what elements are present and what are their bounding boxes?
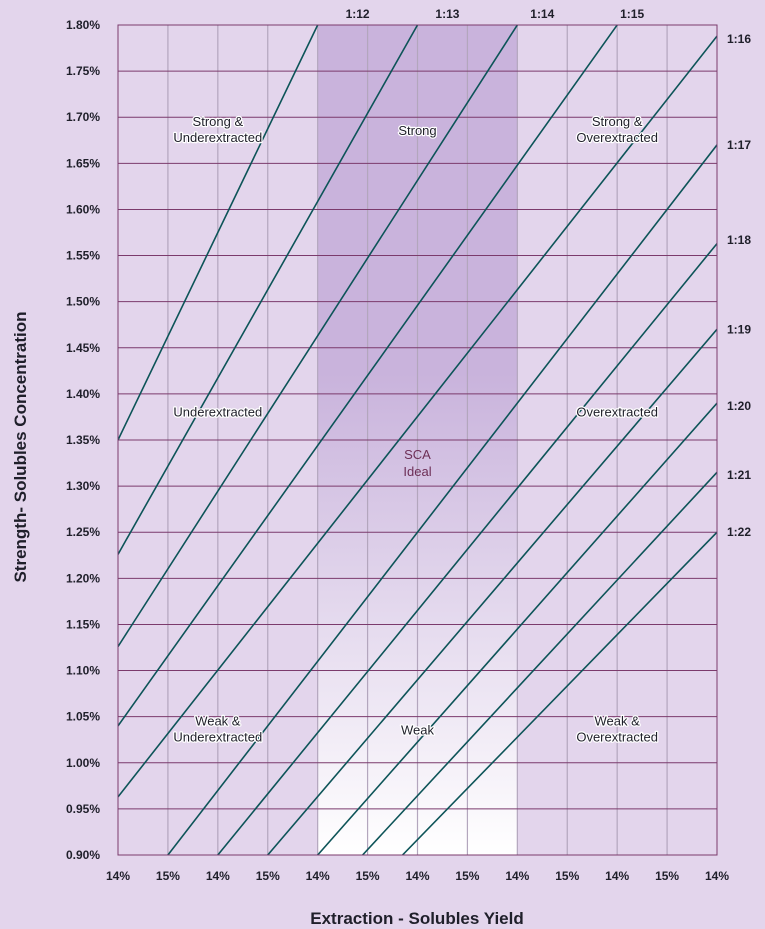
brew-ratio-line-1-22: [401, 531, 717, 855]
y-tick-label: 1.25%: [66, 525, 100, 539]
brew-ratio-line-1-16: [118, 35, 717, 798]
region-label: Strong: [398, 123, 436, 138]
region-label: Overextracted: [576, 404, 658, 419]
y-tick-label: 1.20%: [66, 571, 100, 585]
y-tick-label: 1.65%: [66, 156, 100, 170]
ratio-label: 1:16: [727, 32, 751, 46]
x-tick-label: 14%: [106, 869, 130, 883]
x-tick-label: 15%: [655, 869, 679, 883]
x-tick-label: 15%: [455, 869, 479, 883]
ratio-label: 1:22: [727, 525, 751, 539]
y-tick-label: 1.10%: [66, 664, 100, 678]
brew-ratio-line-1-20: [317, 402, 717, 855]
ratio-label: 1:20: [727, 399, 751, 413]
ratio-label: 1:13: [435, 7, 459, 21]
brew-ratio-line-1-19: [267, 328, 717, 855]
y-tick-label: 1.75%: [66, 64, 100, 78]
x-tick-label: 15%: [256, 869, 280, 883]
y-axis-title: Strength- Solubles Concentration: [11, 311, 30, 582]
y-tick-label: 1.30%: [66, 479, 100, 493]
sca-ideal-label-line2: Ideal: [403, 464, 431, 479]
brew-ratio-line-1-18: [217, 243, 717, 855]
y-tick-label: 1.05%: [66, 710, 100, 724]
brew-ratio-line-1-17: [167, 144, 717, 855]
ratio-label: 1:14: [530, 7, 554, 21]
region-label: Weak & Overextracted: [576, 713, 658, 744]
brew-ratio-line-1-13: [118, 25, 419, 555]
y-tick-label: 1.00%: [66, 756, 100, 770]
ratio-label: 1:19: [727, 322, 751, 336]
region-label: Strong & Underextracted: [173, 114, 262, 145]
region-label: Strong & Overextracted: [576, 114, 658, 145]
y-tick-label: 1.70%: [66, 110, 100, 124]
x-tick-label: 15%: [555, 869, 579, 883]
y-tick-label: 0.95%: [66, 802, 100, 816]
x-tick-label: 14%: [705, 869, 729, 883]
ratio-label: 1:18: [727, 233, 751, 247]
ratio-label: 1:15: [620, 7, 644, 21]
y-tick-label: 1.15%: [66, 617, 100, 631]
y-tick-label: 1.60%: [66, 202, 100, 216]
brew-ratio-line-1-21: [362, 471, 717, 855]
ratio-label: 1:21: [727, 468, 751, 482]
y-tick-label: 1.40%: [66, 387, 100, 401]
x-tick-label: 14%: [505, 869, 529, 883]
y-tick-label: 0.90%: [66, 848, 100, 862]
x-tick-label: 14%: [206, 869, 230, 883]
x-tick-label: 15%: [356, 869, 380, 883]
x-tick-label: 14%: [306, 869, 330, 883]
ratio-label: 1:17: [727, 138, 751, 152]
brew-ratio-line-1-15: [118, 25, 619, 727]
plot-border: [117, 24, 718, 856]
sca-ideal-label-line1: SCA: [404, 447, 431, 462]
y-tick-label: 1.35%: [66, 433, 100, 447]
brew-ratio-line-1-14: [118, 25, 519, 648]
y-tick-label: 1.55%: [66, 249, 100, 263]
region-label: Weak & Underextracted: [173, 713, 262, 744]
x-tick-label: 15%: [156, 869, 180, 883]
y-tick-label: 1.45%: [66, 341, 100, 355]
region-label: Underextracted: [173, 404, 262, 419]
y-tick-label: 1.50%: [66, 295, 100, 309]
region-label: Weak: [401, 723, 434, 738]
ratio-label: 1:12: [346, 7, 370, 21]
x-axis-title: Extraction - Solubles Yield: [310, 909, 524, 928]
brew-ratio-line-1-12: [118, 25, 319, 441]
x-tick-label: 14%: [605, 869, 629, 883]
x-tick-label: 14%: [405, 869, 429, 883]
y-tick-label: 1.80%: [66, 18, 100, 32]
